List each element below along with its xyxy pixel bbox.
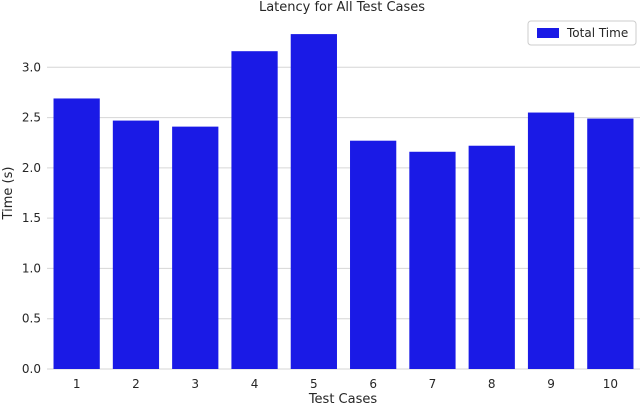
bar-10 — [587, 118, 634, 369]
bar-1 — [53, 98, 100, 369]
x-tick-label: 5 — [310, 377, 318, 391]
y-tick-label: 1.5 — [22, 211, 41, 225]
bar-7 — [409, 151, 456, 369]
y-axis-label: Time (s) — [1, 167, 16, 221]
bar-8 — [468, 145, 515, 369]
x-tick-label: 7 — [429, 377, 437, 391]
chart-title: Latency for All Test Cases — [259, 0, 425, 15]
x-tick-label: 3 — [191, 377, 199, 391]
y-tick-label: 2.5 — [22, 111, 41, 125]
bar-9 — [527, 112, 575, 370]
legend-label-total-time: Total Time — [566, 26, 628, 40]
y-axis-ticks: 0.0 0.5 1.0 1.5 2.0 2.5 3.0 — [22, 60, 41, 376]
y-tick-label: 1.0 — [22, 261, 41, 275]
bar-5 — [290, 34, 337, 370]
legend-swatch — [537, 28, 559, 38]
x-tick-label: 4 — [251, 377, 259, 391]
x-tick-label: 2 — [132, 377, 140, 391]
x-tick-label: 9 — [547, 377, 555, 391]
legend: Total Time — [527, 20, 637, 46]
y-tick-label: 2.0 — [22, 161, 41, 175]
x-tick-label: 10 — [603, 377, 618, 391]
bar-4 — [231, 51, 278, 370]
bar-3 — [172, 126, 219, 369]
x-tick-label: 1 — [73, 377, 81, 391]
x-axis-label: Test Cases — [308, 392, 378, 405]
y-tick-label: 3.0 — [22, 60, 41, 74]
y-tick-label: 0.5 — [22, 312, 41, 326]
y-tick-label: 0.0 — [22, 362, 41, 376]
x-tick-label: 8 — [488, 377, 496, 391]
x-tick-label: 6 — [369, 377, 377, 391]
bars — [53, 34, 634, 370]
bar-2 — [112, 120, 160, 370]
x-axis-ticks: 1 2 3 4 5 6 7 8 9 10 — [73, 377, 618, 391]
bar-6 — [350, 140, 397, 369]
legend-box — [527, 20, 637, 46]
